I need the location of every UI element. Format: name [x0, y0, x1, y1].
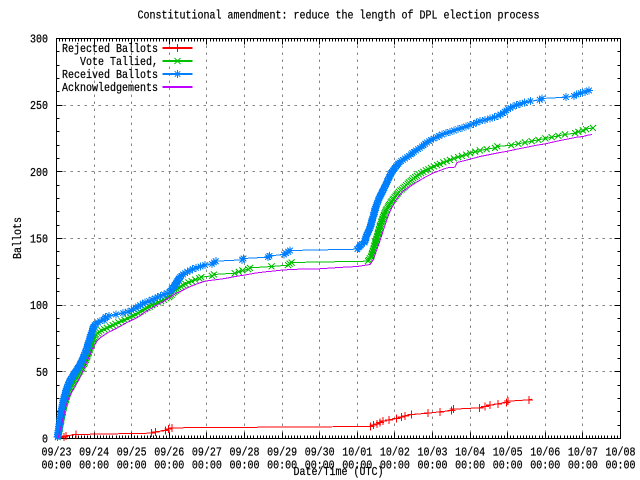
svg-text:00:00: 00:00: [342, 459, 372, 473]
svg-text:Constitutional amendment: redu: Constitutional amendment: reduce the len…: [138, 9, 540, 23]
svg-text:09/23: 09/23: [42, 446, 72, 460]
svg-text:00:00: 00:00: [455, 459, 485, 473]
svg-text:00:00: 00:00: [380, 459, 410, 473]
svg-text:09/28: 09/28: [230, 446, 260, 460]
svg-text:00:00: 00:00: [79, 459, 109, 473]
svg-text:10/08: 10/08: [606, 446, 636, 460]
svg-text:09/30: 09/30: [305, 446, 335, 460]
svg-text:300: 300: [30, 33, 48, 47]
svg-text:50: 50: [36, 366, 48, 380]
svg-text:200: 200: [30, 166, 48, 180]
svg-text:00:00: 00:00: [418, 459, 448, 473]
svg-text:Vote Tallied,: Vote Tallied,: [80, 55, 158, 69]
svg-text:10/05: 10/05: [493, 446, 523, 460]
svg-text:10/02: 10/02: [380, 446, 410, 460]
svg-text:00:00: 00:00: [267, 459, 297, 473]
svg-text:00:00: 00:00: [117, 459, 147, 473]
svg-text:00:00: 00:00: [42, 459, 72, 473]
svg-text:250: 250: [30, 99, 48, 113]
svg-text:09/26: 09/26: [154, 446, 184, 460]
svg-text:Date/Time (UTC): Date/Time (UTC): [294, 465, 384, 479]
svg-text:10/01: 10/01: [342, 446, 372, 460]
svg-text:09/25: 09/25: [117, 446, 147, 460]
svg-text:00:00: 00:00: [606, 459, 636, 473]
svg-text:10/04: 10/04: [455, 446, 485, 460]
svg-text:00:00: 00:00: [568, 459, 598, 473]
svg-text:Rejected Ballots: Rejected Ballots: [62, 42, 158, 56]
svg-text:00:00: 00:00: [154, 459, 184, 473]
svg-text:00:00: 00:00: [493, 459, 523, 473]
svg-text:150: 150: [30, 233, 48, 247]
svg-text:Ballots: Ballots: [11, 217, 25, 259]
svg-text:00:00: 00:00: [192, 459, 222, 473]
svg-text:00:00: 00:00: [230, 459, 260, 473]
svg-text:Received Ballots: Received Ballots: [62, 68, 158, 82]
svg-text:0: 0: [42, 433, 48, 447]
svg-text:09/27: 09/27: [192, 446, 222, 460]
svg-text:10/06: 10/06: [530, 446, 560, 460]
svg-text:100: 100: [30, 299, 48, 313]
svg-text:09/29: 09/29: [267, 446, 297, 460]
svg-text:00:00: 00:00: [530, 459, 560, 473]
svg-text:09/24: 09/24: [79, 446, 109, 460]
svg-text:Acknowledgements: Acknowledgements: [62, 81, 158, 95]
svg-text:00:00: 00:00: [305, 459, 335, 473]
svg-text:10/03: 10/03: [418, 446, 448, 460]
svg-text:10/07: 10/07: [568, 446, 598, 460]
